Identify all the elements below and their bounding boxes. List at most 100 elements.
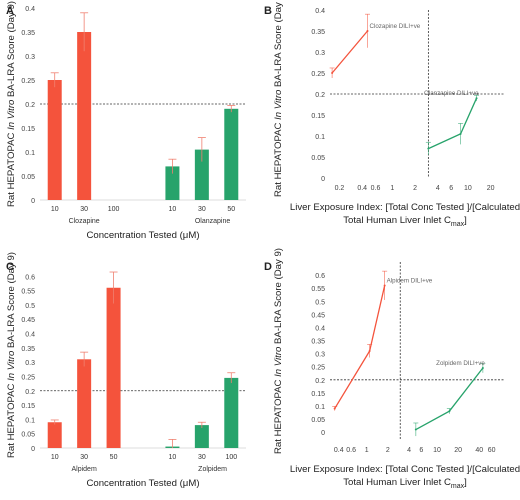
panel-a-xtick-label: 10 <box>51 206 59 213</box>
panel-b-xtick-label: 4 <box>436 185 440 192</box>
panel-c-ytick-label: 0.3 <box>25 360 35 367</box>
panel-d-data-point <box>448 410 451 413</box>
panel-c-bar <box>106 287 121 448</box>
panel-b-xtick-label: 10 <box>464 185 472 192</box>
panel-c-ytick-label: 0.15 <box>21 403 35 410</box>
panel-d-ytick-label: 0.05 <box>311 417 325 424</box>
panel-c-ytick-label: 0.05 <box>21 432 35 439</box>
panel-c-ytick-label: 0 <box>31 446 35 453</box>
panel-d-xtick-label: 20 <box>454 447 462 454</box>
panel-d-data-point <box>383 284 386 287</box>
panel-d-x-axis-label-line1: Liver Exposure Index: [Total Conc Tested… <box>290 464 520 475</box>
panel-b-ytick-label: 0.25 <box>311 71 325 78</box>
panel-b-xtick-label: 1 <box>390 185 394 192</box>
panel-d-xtick-label: 6 <box>419 447 423 454</box>
panel-b-xtick-label: 0.4 <box>357 185 367 192</box>
panel-c-bar <box>224 377 239 448</box>
panel-d-ytick-label: 0.15 <box>311 391 325 398</box>
panel-d-ytick-label: 0.3 <box>315 352 325 359</box>
panel-a-label: A <box>6 5 14 17</box>
panel-d-xtick-label: 10 <box>433 447 441 454</box>
panel-c-ytick-label: 0.6 <box>25 274 35 281</box>
panel-c-ytick-label: 0.5 <box>25 303 35 310</box>
panel-d-series-label: Alpidem DILI+ve <box>387 278 433 285</box>
panel-b-data-point <box>475 97 478 100</box>
panel-c-xtick-label: 30 <box>80 454 88 461</box>
panel-b-series-line <box>331 30 369 74</box>
panel-c-xtick-label: 100 <box>225 454 237 461</box>
panel-b-ytick-label: 0 <box>321 176 325 183</box>
panel-c-xtick-label: 50 <box>110 454 118 461</box>
panel-b-ytick-label: 0.15 <box>311 113 325 120</box>
panel-a-xtick-label: 100 <box>108 206 120 213</box>
panel-d-ytick-label: 0.1 <box>315 404 325 411</box>
panel-b-xtick-label: 20 <box>487 185 495 192</box>
y-axis-label-a: Rat HEPATOPAC In Vitro BA-LRA Score (Day… <box>6 1 17 207</box>
panel-b-ytick-label: 0.4 <box>315 8 325 15</box>
panel-c-xtick-label: 10 <box>51 454 59 461</box>
panel-c-ytick-label: 0.4 <box>25 332 35 339</box>
panel-c-ytick-label: 0.55 <box>21 289 35 296</box>
panel-c-bar <box>194 425 209 448</box>
panel-c-ytick-label: 0.2 <box>25 389 35 396</box>
panel-b-data-point <box>427 147 430 150</box>
panel-d-series-line <box>415 367 484 431</box>
panel-b-label: B <box>264 5 272 17</box>
y-axis-label-c: Rat HEPATOPAC In Vitro BA-LRA Score (Day… <box>6 252 17 458</box>
panel-a-bar <box>77 32 92 200</box>
panel-d-xtick-label: 1 <box>365 447 369 454</box>
panel-b-ytick-label: 0.3 <box>315 50 325 57</box>
panel-a-bar <box>47 80 62 200</box>
panel-a-xtick-label: 30 <box>198 206 206 213</box>
panel-d-xtick-label: 40 <box>475 447 483 454</box>
panel-d-ytick-label: 0.55 <box>311 286 325 293</box>
panel-b-xtick-label: 0.6 <box>371 185 381 192</box>
panel-a-bar <box>194 149 209 200</box>
panel-b-ytick-label: 0.2 <box>315 92 325 99</box>
panel-d-ytick-label: 0.2 <box>315 378 325 385</box>
panel-c-ytick-label: 0.45 <box>21 317 35 324</box>
panel-d-data-point <box>368 350 371 352</box>
panel-c-label: C <box>6 261 14 273</box>
panel-d-data-point <box>414 428 417 431</box>
panel-d-ytick-label: 0.6 <box>315 273 325 280</box>
panel-b-data-point <box>459 132 462 135</box>
panel-b-xtick-label: 6 <box>449 185 453 192</box>
panel-b-xtick-label: 2 <box>413 185 417 192</box>
panel-b-series-line <box>428 97 478 150</box>
panel-a-bar <box>224 108 239 200</box>
panel-a-ytick-label: 0.4 <box>25 6 35 13</box>
panel-d-xtick-label: 2 <box>386 447 390 454</box>
panel-a-xtick-label: 50 <box>227 206 235 213</box>
panel-c-bar <box>77 359 92 448</box>
panel-a-ytick-label: 0.25 <box>21 78 35 85</box>
panel-b-x-axis-label-line2: Total Human Liver Inlet Cmax] <box>343 215 467 228</box>
panel-c-group-label: Zolpidem <box>198 466 227 473</box>
panel-a-ytick-label: 0.1 <box>25 150 35 157</box>
panel-c-group-label: Alpidem <box>71 466 96 473</box>
panel-a-ytick-label: 0.35 <box>21 30 35 37</box>
panel-b-ytick-label: 0.1 <box>315 134 325 141</box>
panel-a-group-label: Olanzapine <box>195 218 231 225</box>
panel-d-label: D <box>264 261 272 273</box>
panel-b-series-label: Olanzapine DILI+ve <box>424 90 479 97</box>
panel-d-xtick-label: 0.4 <box>334 447 344 454</box>
panel-c-bar <box>47 422 62 448</box>
panel-c-ytick-label: 0.1 <box>25 417 35 424</box>
panel-a-bar <box>165 166 180 200</box>
panel-c-ytick-label: 0.35 <box>21 346 35 353</box>
y-axis-label-d: Rat HEPATOPAC In Vitro BA-LRA Score (Day… <box>273 248 284 454</box>
panel-b-x-axis-label-line1: Liver Exposure Index: [Total Conc Tested… <box>290 202 520 213</box>
panel-d-series-line <box>334 285 386 409</box>
panel-b-ytick-label: 0.05 <box>311 155 325 162</box>
panel-a-ytick-label: 0 <box>31 198 35 205</box>
panel-c-xtick-label: 10 <box>169 454 177 461</box>
panel-b-xtick-label: 0.2 <box>335 185 345 192</box>
panel-c-ytick-label: 0.25 <box>21 374 35 381</box>
panel-d-ytick-label: 0.5 <box>315 299 325 306</box>
panel-a-ytick-label: 0.05 <box>21 174 35 181</box>
y-axis-label-b: Rat HEPATOPAC In Vitro BA-LRA Score (Day… <box>273 0 284 197</box>
panel-a-ytick-label: 0.15 <box>21 126 35 133</box>
panel-d-data-point <box>481 367 484 370</box>
